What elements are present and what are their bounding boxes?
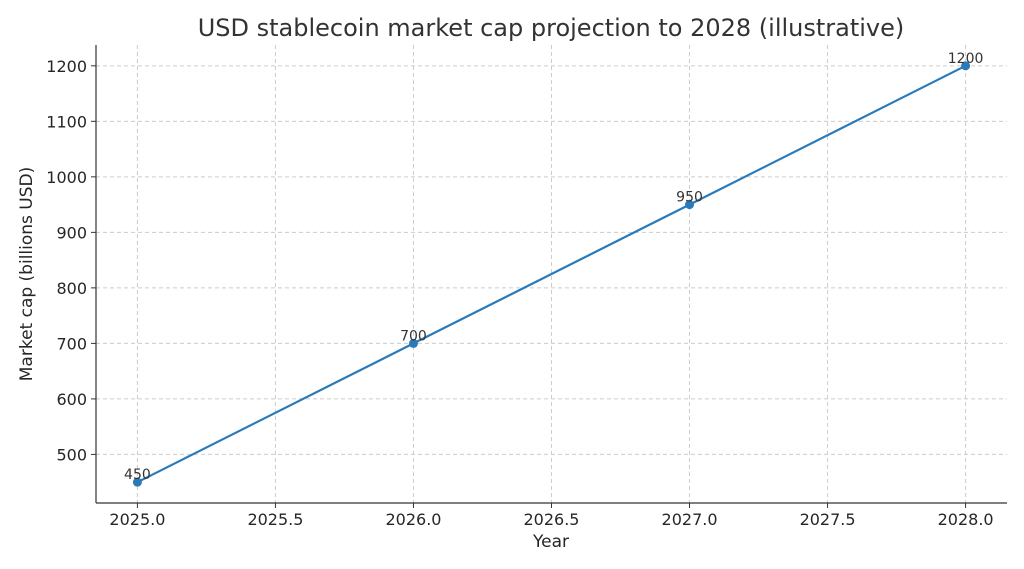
- x-tick-label: 2026.5: [524, 510, 580, 529]
- x-tick-label: 2028.0: [938, 510, 994, 529]
- data-point: [685, 200, 695, 210]
- data-point: [132, 477, 142, 487]
- data-point: [961, 61, 971, 71]
- y-tick-label: 1000: [46, 168, 87, 187]
- x-tick-label: 2026.0: [385, 510, 441, 529]
- data-label: 1200: [948, 51, 984, 67]
- x-ticks: 2025.0 2025.5 2026.0 2026.5 2027.0 2027.5 2028…: [109, 503, 994, 529]
- x-axis-label: Year: [532, 532, 569, 552]
- x-tick-label: 2027.5: [800, 510, 856, 529]
- data-label: 450: [124, 467, 151, 483]
- series-line: [136, 64, 967, 484]
- y-tick-label: 700: [56, 334, 87, 353]
- y-tick-label: 1200: [46, 57, 87, 76]
- y-axis-label: Market cap (billions USD): [17, 167, 37, 382]
- x-tick-label: 2027.0: [662, 510, 718, 529]
- y-tick-label: 900: [56, 223, 87, 242]
- data-label: 950: [676, 190, 703, 206]
- chart-title: USD stablecoin market cap projection to …: [198, 14, 905, 42]
- y-tick-label: 1100: [46, 112, 87, 131]
- y-tick-label: 500: [56, 445, 87, 464]
- y-tick-label: 800: [56, 279, 87, 298]
- data-point: [408, 338, 418, 348]
- data-labels: 450 700 950 1200: [124, 51, 983, 483]
- x-tick-label: 2025.0: [109, 510, 165, 529]
- grid: [96, 45, 1007, 503]
- data-label: 700: [400, 328, 427, 344]
- y-ticks: 500 600 700 800 900 1000 1100 1200: [46, 57, 96, 464]
- x-tick-label: 2025.5: [247, 510, 303, 529]
- y-tick-label: 600: [56, 390, 87, 409]
- series-layer: [132, 61, 971, 487]
